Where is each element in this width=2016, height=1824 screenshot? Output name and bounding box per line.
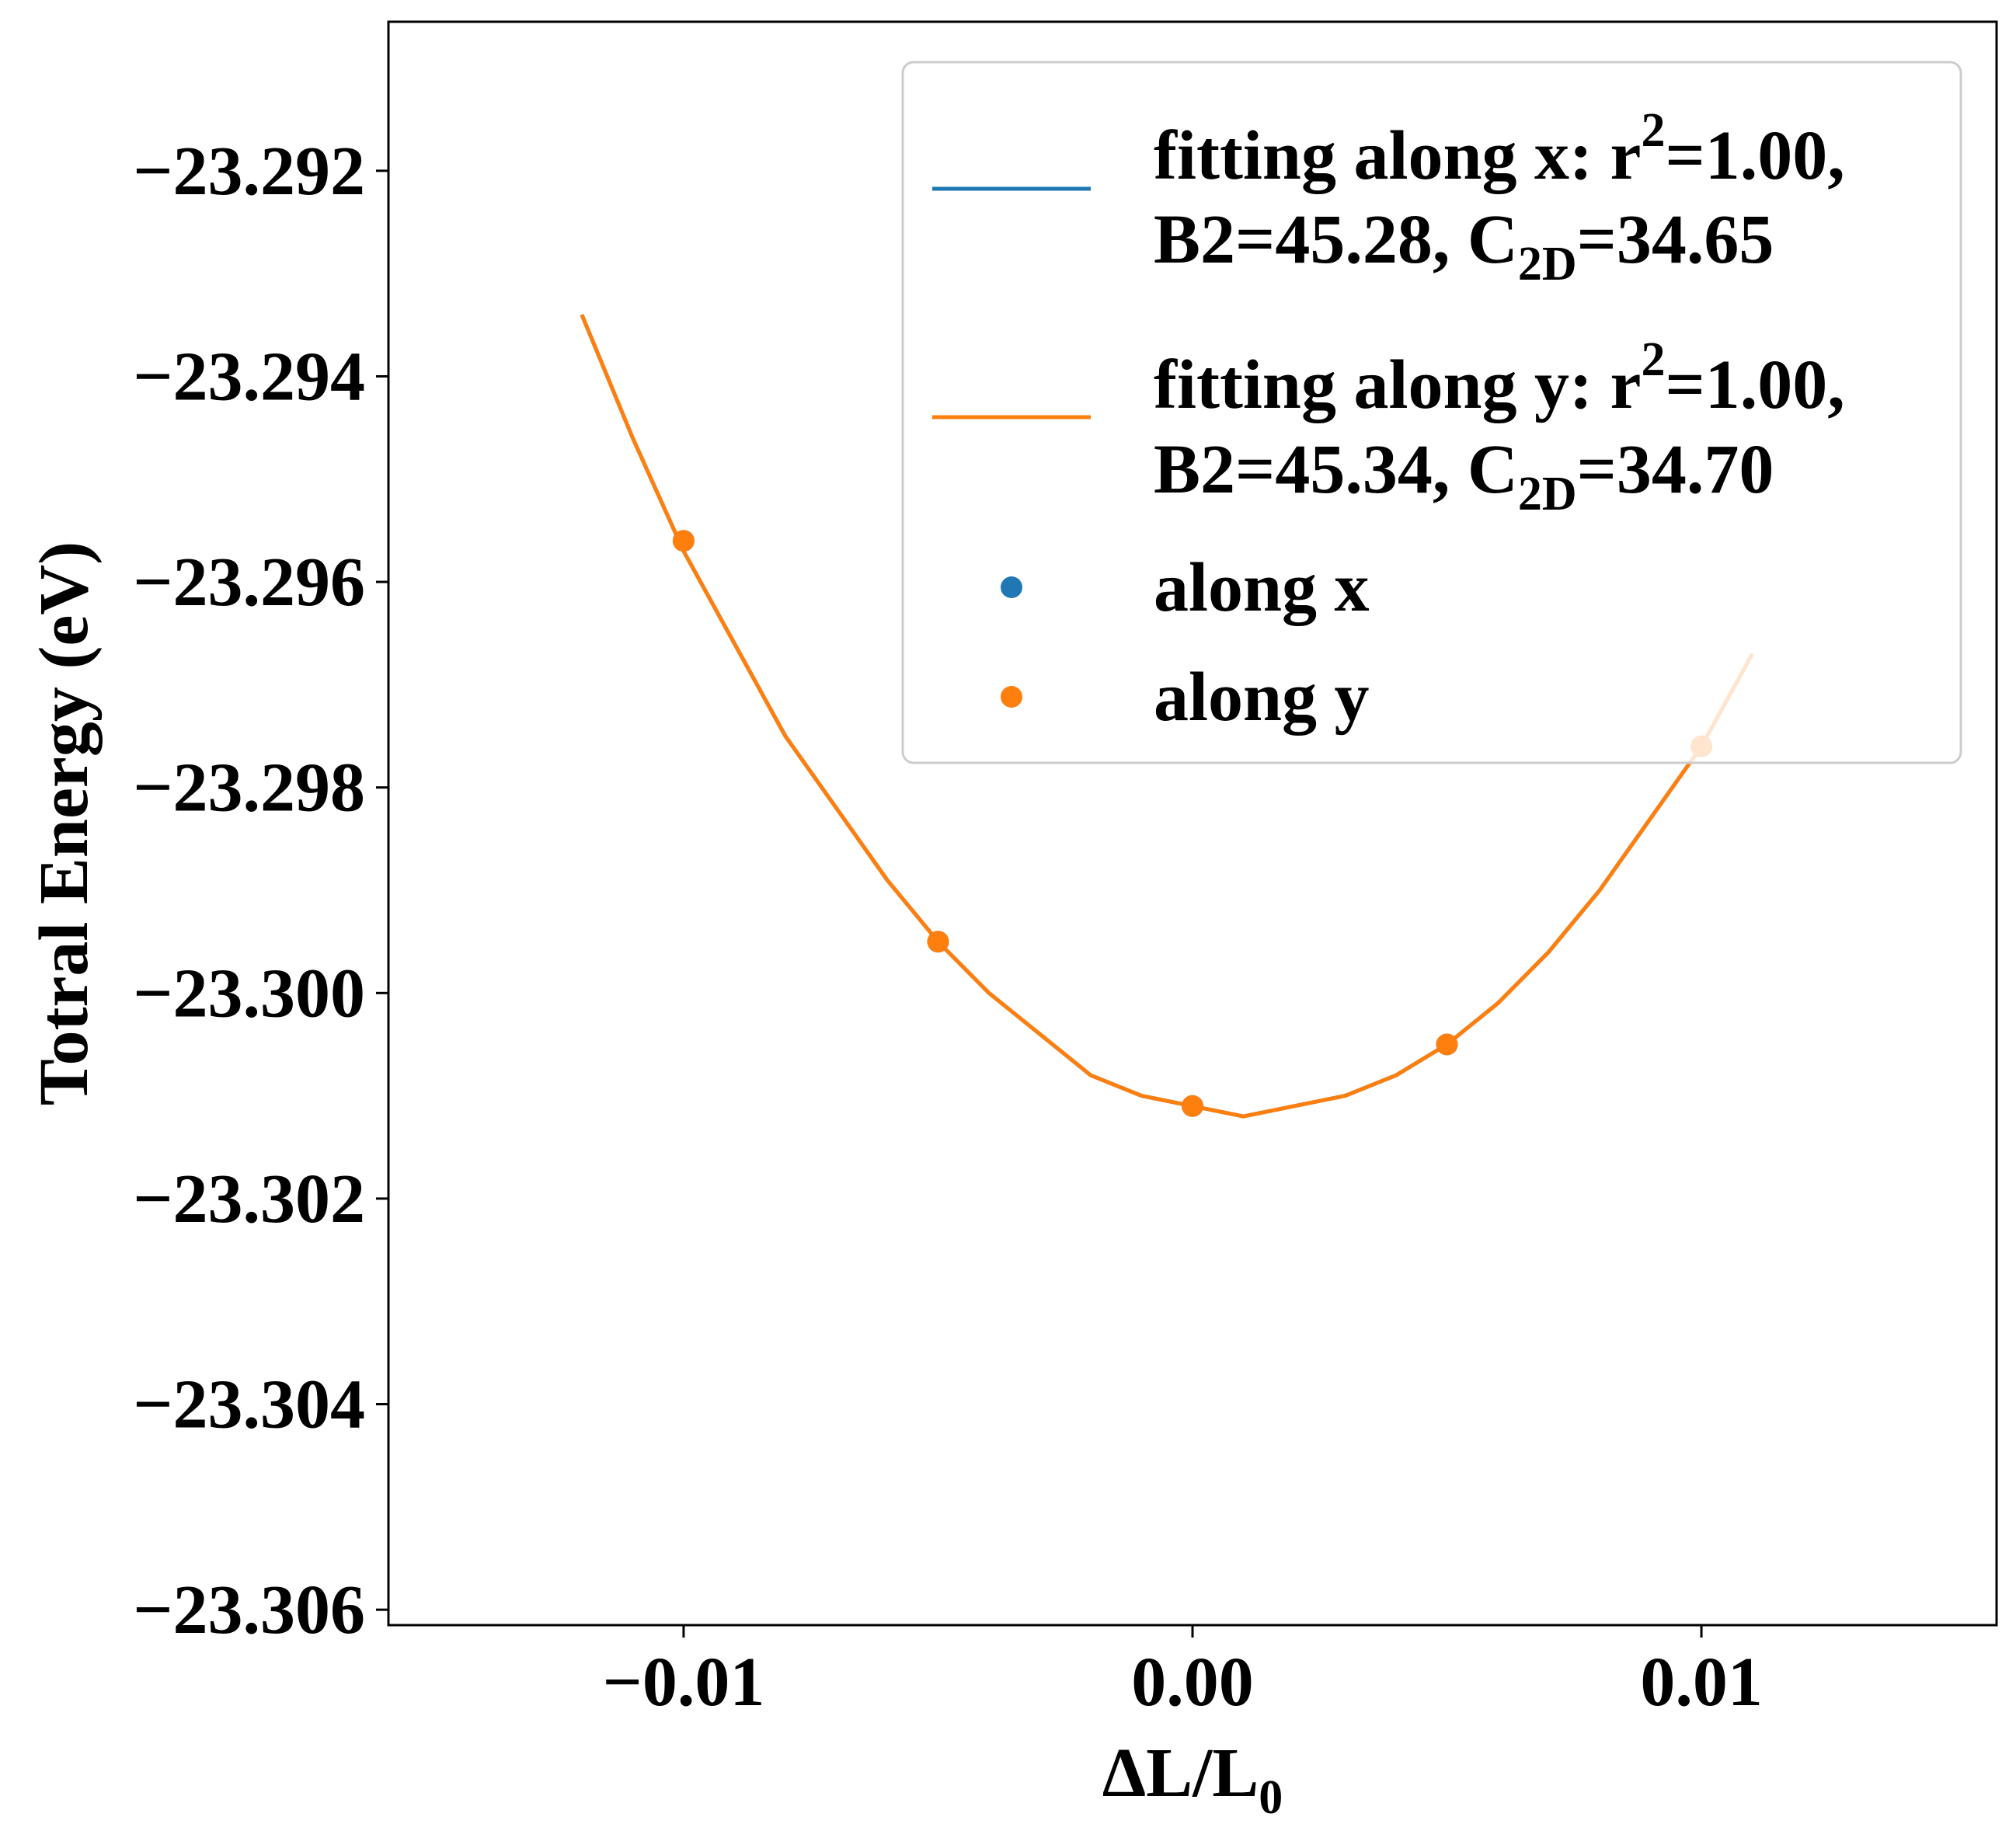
y-axis-label: Totral Energy (eV) [26, 541, 103, 1106]
legend-marker-along-y [1001, 686, 1022, 708]
legend-label-along-y: along y [1154, 659, 1370, 736]
point-along-y-3 [1436, 1034, 1458, 1056]
x-tick-label: 0.00 [1131, 1644, 1254, 1721]
y-tick-label: −23.306 [133, 1572, 365, 1648]
x-tick-label: −0.01 [603, 1644, 765, 1721]
point-along-y-2 [1182, 1095, 1203, 1117]
y-tick-label: −23.302 [133, 1161, 365, 1237]
y-tick-label: −23.292 [133, 133, 365, 210]
point-along-y-1 [928, 931, 949, 952]
y-tick-label: −23.296 [133, 544, 365, 621]
legend-label-fit-x-line1: fitting along x: r2=1.00, [1154, 104, 1845, 194]
legend-label-along-x: along x [1154, 549, 1370, 626]
legend-label-fit-y-line2: B2=45.34, C2D=34.70 [1154, 431, 1774, 520]
legend-label-fit-x-line2: B2=45.28, C2D=34.65 [1154, 201, 1774, 291]
x-axis-label: ΔL/L0 [1102, 1735, 1283, 1824]
y-tick-label: −23.304 [133, 1366, 365, 1443]
y-tick-label: −23.294 [133, 338, 365, 415]
legend: fitting along x: r2=1.00, B2=45.28, C2D=… [903, 62, 1961, 763]
y-tick-label: −23.300 [133, 955, 365, 1032]
legend-label-fit-y-line1: fitting along y: r2=1.00, [1154, 333, 1845, 423]
y-tick-label: −23.298 [133, 750, 365, 827]
legend-marker-along-x [1001, 576, 1022, 598]
x-tick-label: 0.01 [1640, 1644, 1763, 1721]
point-along-y-0 [673, 530, 695, 552]
